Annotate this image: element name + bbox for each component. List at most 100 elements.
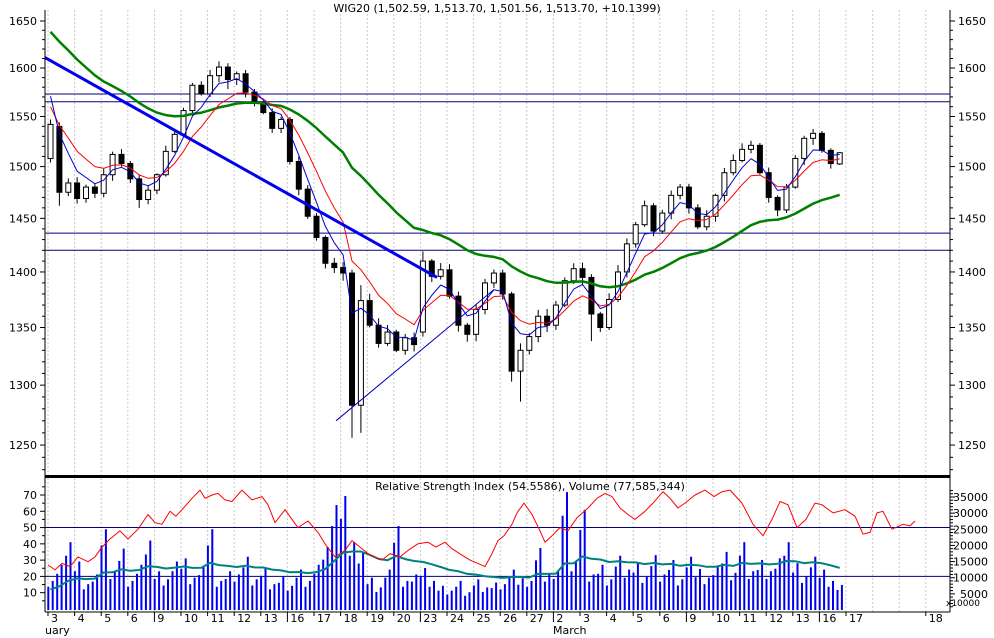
- candle-body: [91, 186, 98, 194]
- price-axis-label-right: 1500: [958, 161, 986, 174]
- candle-body: [703, 215, 710, 228]
- volume-bar: [428, 586, 431, 610]
- volume-bar: [104, 529, 107, 610]
- volume-bar: [193, 577, 196, 610]
- volume-bar: [78, 561, 81, 610]
- volume-bar: [313, 573, 316, 610]
- volume-bar: [446, 594, 449, 610]
- date-label: 23: [423, 612, 437, 625]
- volume-bar: [273, 584, 276, 610]
- volume-bar: [579, 529, 582, 610]
- volume-bar: [517, 584, 520, 610]
- date-label: 11: [211, 612, 225, 625]
- volume-bar: [725, 551, 728, 610]
- volume-bar: [716, 566, 719, 610]
- volume-bar: [455, 586, 458, 610]
- volume-bar: [96, 574, 99, 610]
- volume-bar: [82, 589, 85, 610]
- gridlines: [47, 10, 927, 612]
- candle-body: [464, 324, 471, 335]
- volume-bar: [87, 584, 90, 610]
- volume-bar: [158, 571, 161, 610]
- volume-bar: [291, 585, 294, 610]
- volume-bar: [282, 576, 285, 610]
- volume-bar: [574, 561, 577, 610]
- rsi-axis-label: 30: [23, 554, 37, 567]
- date-label: 17: [317, 612, 331, 625]
- ma-medium-line: [50, 92, 840, 326]
- volume-bar: [264, 568, 267, 610]
- volume-bar: [149, 540, 152, 610]
- volume-bar: [468, 592, 471, 610]
- candle-body: [145, 189, 152, 201]
- date-label: 27: [530, 612, 544, 625]
- volume-bar: [809, 567, 812, 610]
- candle-body: [411, 337, 418, 346]
- date-label: 26: [503, 612, 517, 625]
- volume-bar: [317, 564, 320, 610]
- volume-bar: [326, 547, 329, 610]
- volume-bar: [823, 569, 826, 610]
- volume-bar: [738, 555, 741, 610]
- month-label: March: [553, 624, 587, 637]
- candle-body: [544, 315, 551, 326]
- volume-bar: [260, 576, 263, 610]
- price-axis-label-right: 1550: [958, 110, 986, 123]
- volume-bar: [712, 575, 715, 610]
- volume-bar: [375, 591, 378, 610]
- volume-bar: [441, 585, 444, 610]
- date-label: 9: [157, 612, 164, 625]
- volume-bar: [175, 561, 178, 610]
- volume-axis-label: 30000: [953, 507, 988, 520]
- date-label: 19: [370, 612, 384, 625]
- date-label: 2: [556, 612, 563, 625]
- candle-body: [428, 260, 435, 277]
- volume-bar: [747, 579, 750, 610]
- candle-body: [783, 186, 790, 211]
- downtrend-line: [44, 56, 438, 279]
- candle-body: [366, 300, 373, 326]
- candle-body: [313, 215, 320, 238]
- volume-bar: [703, 584, 706, 610]
- date-label: 4: [78, 612, 85, 625]
- candle-body: [207, 75, 214, 95]
- candle-body: [490, 272, 497, 284]
- volume-bar: [614, 566, 617, 610]
- date-label: 6: [131, 612, 138, 625]
- volume-bar: [233, 581, 236, 610]
- price-axis-label-left: 1300: [9, 379, 37, 392]
- volume-bar: [756, 569, 759, 610]
- volume-bar: [410, 581, 413, 610]
- volume-bar: [503, 584, 506, 610]
- volume-bar: [136, 573, 138, 610]
- candle-body: [375, 324, 382, 344]
- candle-body: [570, 268, 577, 282]
- volume-bar: [619, 555, 622, 610]
- volume-bar: [597, 573, 600, 610]
- rsi-axis-label: 40: [23, 538, 37, 551]
- volume-bar: [171, 571, 174, 610]
- candle-body: [349, 272, 355, 406]
- candle-body: [561, 280, 568, 306]
- candle-body: [295, 160, 302, 190]
- candle-body: [74, 182, 81, 199]
- volume-bar: [339, 518, 342, 610]
- candle-body: [499, 272, 506, 295]
- volume-bar: [229, 571, 232, 610]
- volume-bar: [118, 560, 121, 610]
- volume-bar: [557, 571, 560, 610]
- volume-bar: [406, 580, 409, 610]
- volume-bar: [743, 542, 746, 610]
- volume-bar: [632, 572, 635, 610]
- candle-body: [748, 144, 754, 150]
- candle-body: [739, 148, 746, 161]
- volume-bar: [552, 579, 555, 610]
- volume-bar: [140, 564, 143, 610]
- rsi-axis-label: 60: [23, 505, 37, 518]
- candle-body: [606, 298, 613, 329]
- candle-body: [810, 132, 817, 139]
- volume-bar: [530, 580, 533, 610]
- volume-bar: [654, 555, 657, 610]
- volume-bar: [366, 584, 369, 610]
